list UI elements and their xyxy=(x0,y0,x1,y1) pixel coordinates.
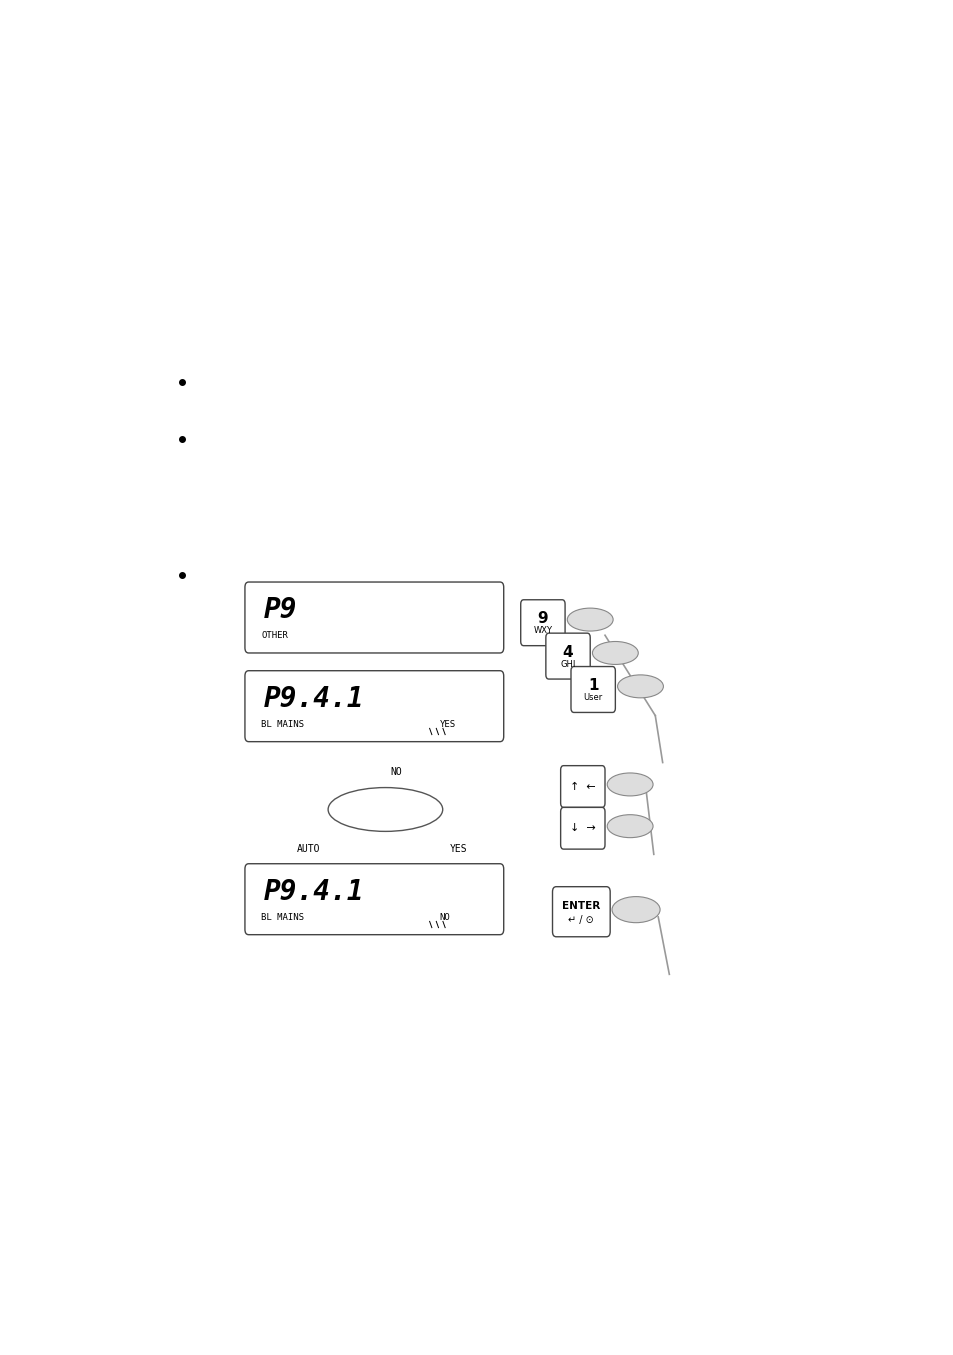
Text: 4: 4 xyxy=(562,645,573,660)
FancyBboxPatch shape xyxy=(552,886,610,936)
FancyBboxPatch shape xyxy=(560,766,604,808)
Text: AUTO: AUTO xyxy=(297,844,320,854)
Text: P9.4.1: P9.4.1 xyxy=(263,878,364,906)
Text: BL MAINS: BL MAINS xyxy=(261,913,304,921)
Ellipse shape xyxy=(607,814,653,837)
Ellipse shape xyxy=(567,608,613,631)
FancyBboxPatch shape xyxy=(245,583,503,653)
Text: OTHER: OTHER xyxy=(261,631,288,640)
Text: ↓  →: ↓ → xyxy=(569,824,595,833)
Ellipse shape xyxy=(328,787,442,832)
Text: ↵ / ⊙: ↵ / ⊙ xyxy=(568,915,594,924)
Text: NO: NO xyxy=(439,913,450,921)
Text: YES: YES xyxy=(439,720,456,729)
Text: YES: YES xyxy=(450,844,467,854)
FancyBboxPatch shape xyxy=(545,633,590,679)
Ellipse shape xyxy=(617,675,662,698)
FancyBboxPatch shape xyxy=(571,667,615,713)
Text: GHI: GHI xyxy=(559,660,575,669)
FancyBboxPatch shape xyxy=(245,863,503,935)
Text: WXY: WXY xyxy=(533,626,552,635)
FancyBboxPatch shape xyxy=(560,808,604,850)
Ellipse shape xyxy=(607,772,653,795)
Text: ENTER: ENTER xyxy=(561,901,599,911)
Text: User: User xyxy=(583,694,602,702)
Text: 1: 1 xyxy=(587,679,598,694)
Text: P9: P9 xyxy=(263,596,297,625)
FancyBboxPatch shape xyxy=(520,600,564,646)
Text: ↑  ←: ↑ ← xyxy=(569,782,595,791)
Text: P9.4.1: P9.4.1 xyxy=(263,684,364,713)
FancyBboxPatch shape xyxy=(245,671,503,741)
Text: 9: 9 xyxy=(537,611,548,626)
Ellipse shape xyxy=(592,641,638,664)
Text: NO: NO xyxy=(390,767,402,778)
Ellipse shape xyxy=(612,897,659,923)
Text: BL MAINS: BL MAINS xyxy=(261,720,304,729)
